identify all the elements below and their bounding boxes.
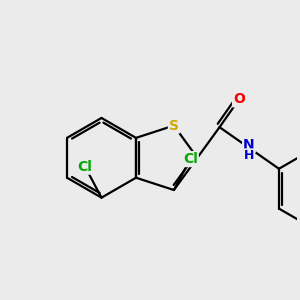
Text: O: O [233,92,245,106]
Text: S: S [169,118,179,133]
Text: H: H [244,149,254,162]
Text: Cl: Cl [78,160,92,174]
Text: Cl: Cl [183,152,198,166]
Text: N: N [243,138,255,152]
